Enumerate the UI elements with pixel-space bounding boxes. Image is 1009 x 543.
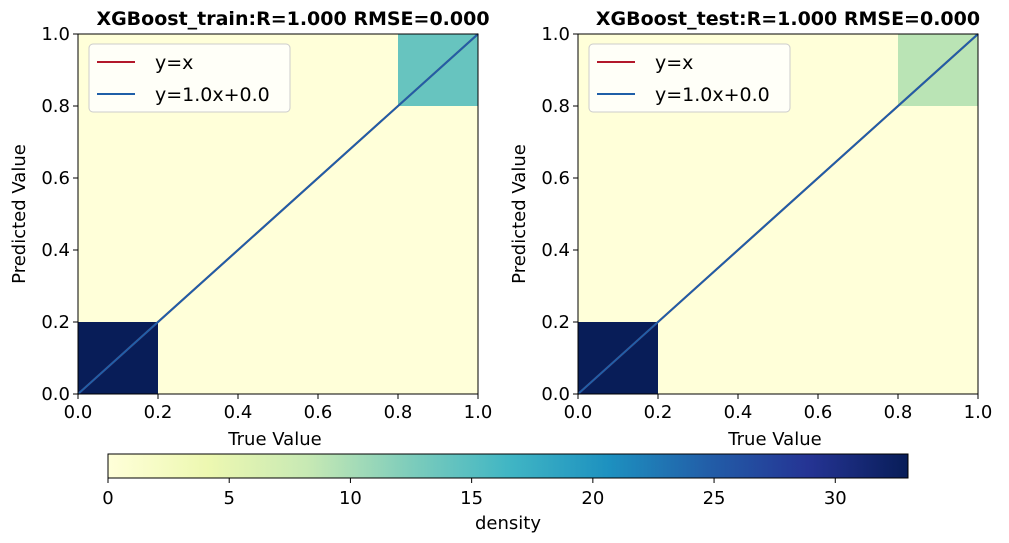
y-tick-label: 0.0 <box>41 384 70 405</box>
legend-box <box>88 43 291 113</box>
x-tick-label: 0.6 <box>804 402 833 423</box>
colorbar-label: density <box>475 513 541 534</box>
x-axis-label: True Value <box>227 429 321 450</box>
legend: y=x y=1.0x+0.0 <box>88 43 291 113</box>
legend-box <box>588 43 791 113</box>
fit-line <box>77 33 479 395</box>
legend-label: y=x <box>155 52 193 74</box>
colorbar-tick-label: 5 <box>223 488 234 509</box>
x-tick-label: 0.0 <box>564 402 593 423</box>
legend-label: y=1.0x+0.0 <box>655 84 770 106</box>
axes-frame <box>77 33 479 395</box>
fit-line <box>577 33 979 395</box>
y-tick-label: 0.6 <box>541 168 570 189</box>
x-tick-label: 0.0 <box>64 402 93 423</box>
x-tick-label: 0.4 <box>724 402 753 423</box>
legend-label: y=1.0x+0.0 <box>155 84 270 106</box>
chart-title: XGBoost_train:R=1.000 RMSE=0.000 <box>96 8 489 30</box>
y-tick-label: 0.2 <box>41 312 70 333</box>
x-tick-label: 0.4 <box>224 402 253 423</box>
colorbar-tick-label: 0 <box>102 488 113 509</box>
colorbar-tick-label: 20 <box>581 488 604 509</box>
y-axis-label: Predicted Value <box>9 144 30 284</box>
y-tick-label: 1.0 <box>41 24 70 45</box>
x-axis-label: True Value <box>727 429 821 450</box>
x-tick-label: 0.8 <box>384 402 413 423</box>
colorbar: 0 5 10 15 20 25 30 density <box>102 453 909 534</box>
y-tick-label: 0.8 <box>541 96 570 117</box>
axes-frame <box>577 33 979 395</box>
x-tick-label: 0.8 <box>884 402 913 423</box>
colorbar-gradient <box>107 453 909 479</box>
colorbar-tick-label: 25 <box>703 488 726 509</box>
legend: y=x y=1.0x+0.0 <box>588 43 791 113</box>
legend-label: y=x <box>655 52 693 74</box>
x-tick-label: 0.2 <box>144 402 173 423</box>
y-tick-label: 0.4 <box>541 240 570 261</box>
y-tick-label: 0.4 <box>41 240 70 261</box>
panel-test: XGBoost_test:R=1.000 RMSE=0.000 0.0 0.2 0.… <box>509 8 992 450</box>
x-tick-label: 0.2 <box>644 402 673 423</box>
panel-train: XGBoost_train:R=1.000 RMSE=0.000 0.0 0.2 0… <box>9 8 492 450</box>
x-tick-label: 1.0 <box>464 402 493 423</box>
colorbar-tick-label: 30 <box>824 488 847 509</box>
y-tick-label: 0.8 <box>41 96 70 117</box>
x-tick-label: 1.0 <box>964 402 993 423</box>
y-axis-label: Predicted Value <box>509 144 530 284</box>
colorbar-tick-label: 10 <box>339 488 362 509</box>
colorbar-tick-label: 15 <box>460 488 483 509</box>
chart-title: XGBoost_test:R=1.000 RMSE=0.000 <box>596 8 980 30</box>
y-tick-label: 0.0 <box>541 384 570 405</box>
y-tick-label: 0.2 <box>541 312 570 333</box>
x-tick-label: 0.6 <box>304 402 333 423</box>
y-tick-label: 0.6 <box>41 168 70 189</box>
y-tick-label: 1.0 <box>541 24 570 45</box>
colorbar-ticks: 0 5 10 15 20 25 30 <box>102 478 847 509</box>
